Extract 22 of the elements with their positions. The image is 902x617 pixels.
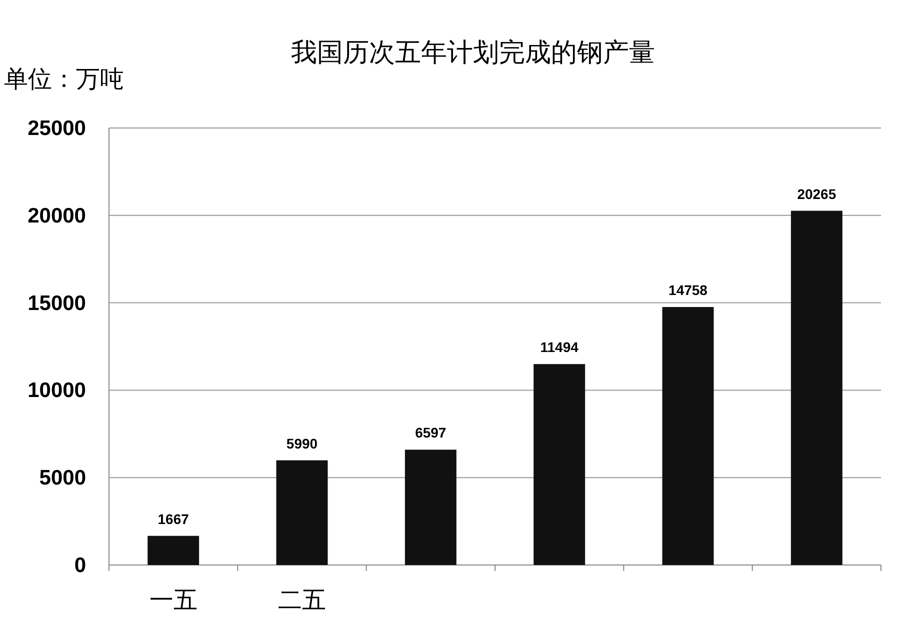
bar (662, 307, 714, 565)
data-label: 11494 (540, 339, 579, 356)
chart-title: 我国历次五年计划完成的钢产量 (291, 38, 655, 67)
y-tick-label: 10000 (28, 379, 86, 402)
data-label: 1667 (158, 510, 190, 527)
x-tick-label: 一五 (149, 588, 198, 614)
y-tick-label: 20000 (28, 204, 86, 228)
y-tick-label: 0 (74, 554, 86, 577)
y-tick-label: 5000 (39, 466, 86, 490)
bar (276, 460, 328, 565)
x-tick-label: 二五 (278, 588, 326, 614)
y-tick-label: 25000 (28, 117, 86, 140)
data-label: 20265 (797, 186, 836, 202)
y-tick-label: 15000 (28, 292, 86, 315)
bar (534, 364, 586, 565)
bar (404, 450, 456, 565)
bar (790, 210, 842, 565)
y-axis-title: 单位：万吨 (4, 67, 124, 93)
data-label: 5990 (286, 435, 318, 452)
bar (148, 536, 200, 565)
data-label: 14758 (668, 282, 708, 298)
data-label: 6597 (415, 424, 446, 441)
